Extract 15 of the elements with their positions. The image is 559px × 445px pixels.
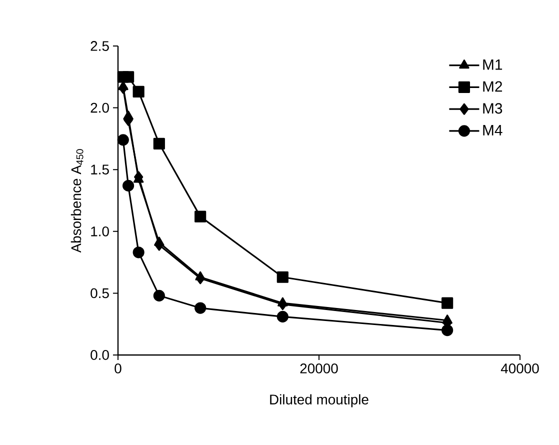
y-tick-label: 1.5 bbox=[91, 164, 109, 174]
legend-label: M2 bbox=[483, 81, 502, 92]
y-tick-label: 2.5 bbox=[90, 41, 109, 51]
x-tick-label: 20000 bbox=[300, 364, 338, 374]
x-tick-label: 0 bbox=[114, 364, 122, 374]
y-axis-title: Absorbence A$_{450}$ bbox=[70, 149, 84, 253]
x-axis-title: Diluted moutiple bbox=[270, 394, 368, 408]
legend-label: M4 bbox=[483, 125, 502, 136]
y-tick-label: 0.0 bbox=[90, 350, 109, 360]
y-tick-label: 1.0 bbox=[91, 226, 109, 236]
legend-label: M3 bbox=[483, 103, 502, 114]
y-tick-label: 2.0 bbox=[90, 102, 109, 113]
y-tick-label: 0.5 bbox=[90, 288, 109, 298]
x-tick-label: 40000 bbox=[500, 364, 539, 374]
legend-label: M1 bbox=[483, 59, 502, 70]
